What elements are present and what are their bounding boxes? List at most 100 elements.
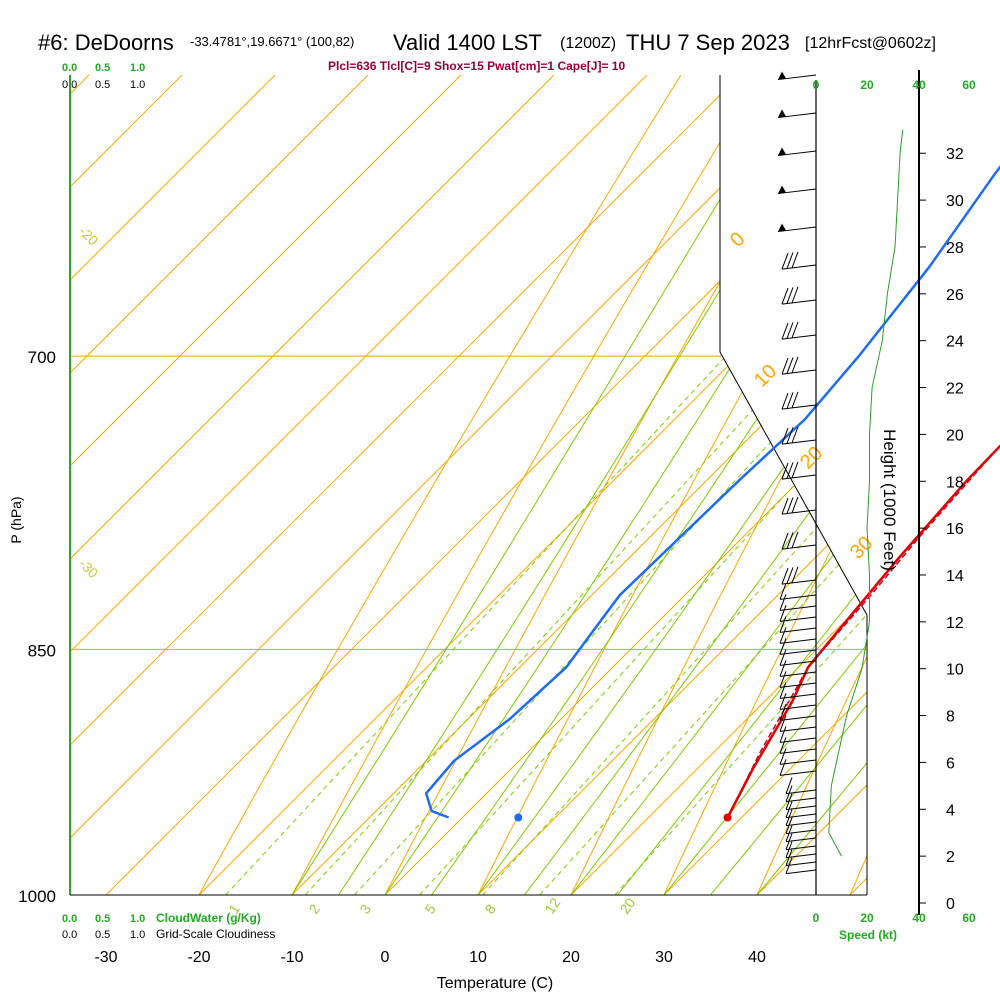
- wind-barb-feather: [787, 532, 793, 548]
- wind-barb-feather: [792, 287, 798, 303]
- isotherm-line: [0, 0, 1000, 895]
- wind-barb-pennant: [778, 148, 786, 156]
- height-tick-label: 4: [946, 802, 955, 819]
- wind-barb-feather: [792, 252, 798, 268]
- wind-barb-feather: [782, 253, 788, 269]
- isotherm-line: [0, 0, 1000, 895]
- dry-adiabat-line: [850, 0, 1000, 895]
- isotherm-line: [0, 0, 1000, 895]
- wind-barb-feather: [787, 392, 793, 408]
- forecast-info: [12hrFcst@0602z]: [805, 35, 936, 52]
- height-tick-label: 6: [946, 755, 955, 772]
- surface-temperature-point: [724, 813, 732, 821]
- isotherm-line: [13, 0, 1000, 895]
- wind-barb-feather: [782, 498, 788, 514]
- temperature-tick-label: -10: [280, 949, 303, 966]
- speed-bottom-tick-60: 60: [962, 911, 976, 925]
- speed-top-tick-0: 0: [813, 78, 820, 92]
- wind-barb-feather: [786, 778, 792, 794]
- mixing-ratio-label: 5: [421, 901, 439, 917]
- moist-adiabat-line: [339, 0, 1000, 895]
- speed-axis-label: Speed (kt): [839, 928, 897, 942]
- skewt-grid: [0, 0, 1000, 895]
- height-tick-label: 8: [946, 709, 955, 726]
- isotherm-line: [0, 0, 1000, 895]
- temperature-tick-label: 10: [469, 949, 487, 966]
- wind-barb: [786, 870, 816, 874]
- bottom-cloud-tick-0: 0.0: [62, 913, 77, 925]
- mixing-ratio-label: 2: [305, 901, 323, 917]
- isotherm-lines: [0, 0, 1000, 895]
- height-tick-label: 32: [946, 146, 964, 163]
- site-title: #6: DeDoorns: [38, 30, 174, 55]
- cloud-water-label: CloudWater (g/Kg): [156, 911, 261, 925]
- temperature-tick-label: 0: [381, 949, 390, 966]
- bottom-cloud-tick-1: 0.5: [95, 913, 110, 925]
- temperature-tick-label: 30: [655, 949, 673, 966]
- y-axis-title: P (hPa): [8, 496, 24, 543]
- wind-barb-feather: [787, 357, 793, 373]
- isotherm-line: [199, 0, 1000, 895]
- isotherm-line: [0, 0, 1000, 895]
- isotherm-label: -30: [76, 555, 102, 581]
- wind-barb-feather: [787, 462, 793, 478]
- speed-top-tick-20: 20: [860, 78, 874, 92]
- wind-barb-feather: [792, 357, 798, 373]
- mixing-ratio-line: [420, 0, 1000, 895]
- top-cloud-tick-2: 1.0: [130, 62, 145, 74]
- isotherm-line: [0, 0, 1000, 895]
- site-coords: -33.4781°,19.6671° (100,82): [190, 34, 354, 49]
- height-tick-label: 18: [946, 474, 964, 491]
- top-grid-tick-2: 1.0: [130, 79, 145, 91]
- dry-adiabat-line: [757, 0, 1000, 895]
- mixing-ratio-label: 3: [356, 901, 374, 917]
- speed-top-tick-40: 40: [912, 78, 926, 92]
- temperature-tick-label: 40: [748, 949, 766, 966]
- adiabat-label: 20: [796, 442, 827, 473]
- wind-barb-feather: [792, 497, 798, 513]
- mixing-ratio-label: 20: [616, 895, 638, 917]
- valid-time: Valid 1400 LST: [393, 30, 542, 55]
- moist-adiabat-line: [757, 0, 1000, 895]
- temperature-tick-label: -20: [187, 949, 210, 966]
- top-cloud-tick-0: 0.0: [62, 62, 77, 74]
- plot-right-boundary: [720, 75, 867, 895]
- pressure-tick-label: 700: [28, 348, 56, 367]
- forecast-date: THU 7 Sep 2023: [626, 30, 790, 55]
- temperature-tick-label: -30: [94, 949, 117, 966]
- dry-adiabat-lines: [199, 0, 1000, 895]
- wind-barb-feather: [792, 322, 798, 338]
- speed-bottom-tick-40: 40: [912, 911, 926, 925]
- temperature-tick-labels: -30 -20 -10 0 10 20 30 40: [94, 949, 766, 966]
- wind-barb-feather: [792, 567, 798, 583]
- wind-barb-pennant: [778, 224, 786, 232]
- wind-barb-feather: [782, 533, 788, 549]
- temperature-tick-label: 20: [562, 949, 580, 966]
- top-cloud-tick-1: 0.5: [95, 62, 110, 74]
- wind-barb-feather: [787, 322, 793, 338]
- wind-barb-feather: [782, 358, 788, 374]
- moist-adiabat-line: [432, 0, 1000, 895]
- adiabat-label: 30: [846, 532, 877, 563]
- wind-barb-feather: [787, 497, 793, 513]
- height-tick-label: 22: [946, 381, 964, 398]
- height-tick-label: 14: [946, 568, 964, 585]
- wind-barb-feather: [782, 288, 788, 304]
- speed-top-tick-60: 60: [962, 78, 976, 92]
- height-tick-label: 2: [946, 849, 955, 866]
- mixing-ratio-label: 8: [481, 901, 499, 917]
- isotherm-line: [0, 0, 1000, 895]
- isotherm-line: [106, 0, 1000, 895]
- bottom-cloud-tick-2: 1.0: [130, 913, 145, 925]
- dry-adiabat-line: [199, 0, 1000, 895]
- pressure-tick-labels: 2503004005007008501000: [18, 0, 56, 906]
- bottom-grid-tick-0: 0.0: [62, 929, 77, 941]
- stability-indices: Plcl=636 Tlcl[C]=9 Shox=15 Pwat[cm]=1 Ca…: [328, 59, 625, 73]
- speed-bottom-tick-0: 0: [813, 911, 820, 925]
- moist-adiabat-line: [525, 0, 1000, 895]
- wind-barb-pennant: [778, 186, 786, 194]
- height-tick-label: 20: [946, 427, 964, 444]
